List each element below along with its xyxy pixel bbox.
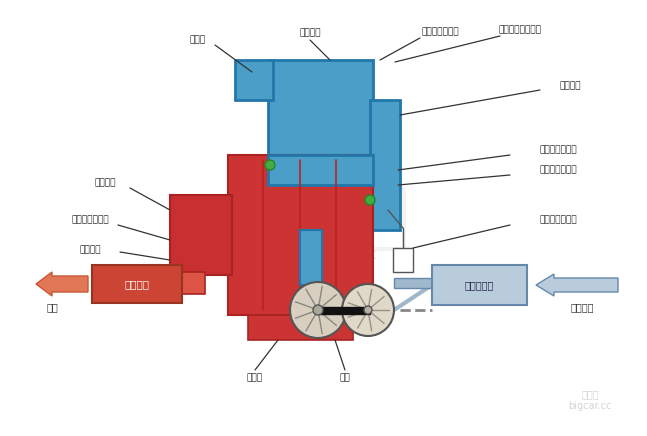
Circle shape [290, 282, 346, 338]
Text: 节流阀体: 节流阀体 [560, 82, 582, 91]
FancyArrow shape [36, 272, 88, 296]
Text: 普通阀: 普通阀 [247, 374, 263, 382]
Text: 三元催化: 三元催化 [124, 279, 149, 289]
Text: 马佳制作: 马佳制作 [236, 184, 410, 252]
Text: 进气歧管: 进气歧管 [300, 28, 321, 37]
Text: 进气压力传感器: 进气压力传感器 [421, 27, 459, 37]
Bar [228, 155, 373, 315]
Circle shape [313, 305, 323, 315]
Bar [432, 265, 527, 305]
Bar [248, 315, 353, 340]
Text: 和进气温度传感器: 和进气温度传感器 [498, 25, 542, 34]
Bar [394, 278, 432, 288]
Bar [110, 272, 205, 294]
Bar [393, 248, 413, 272]
Text: 易车网
bigcar.cc: 易车网 bigcar.cc [568, 389, 611, 411]
Bar [370, 100, 400, 230]
Text: 冷却器: 冷却器 [190, 35, 206, 44]
Bar [170, 195, 232, 275]
Circle shape [365, 195, 375, 205]
Text: 涡轮: 涡轮 [340, 374, 351, 382]
Circle shape [342, 284, 394, 336]
Bar [318, 307, 370, 314]
Text: 增压空气循环阀: 增压空气循环阀 [540, 215, 578, 225]
Text: 排气歧管: 排气歧管 [94, 178, 116, 187]
Text: 压力单元: 压力单元 [79, 245, 101, 255]
Text: 空气滤清器: 空气滤清器 [465, 280, 494, 290]
Bar [235, 60, 273, 100]
Circle shape [265, 160, 275, 170]
Text: 新鲜空气: 新鲜空气 [570, 302, 594, 312]
Circle shape [364, 306, 372, 314]
Bar [268, 60, 373, 165]
Bar [300, 230, 322, 285]
Bar [268, 155, 373, 185]
Text: www.mjube.net: www.mjube.net [269, 248, 377, 262]
Text: 进气温度传感器: 进气温度传感器 [540, 166, 578, 174]
Text: 废气: 废气 [46, 302, 58, 312]
FancyArrow shape [536, 274, 618, 296]
Text: 增压压力限制阀: 增压压力限制阀 [71, 215, 109, 225]
Text: 增压压力传感器: 增压压力传感器 [540, 146, 578, 154]
Bar [92, 265, 182, 303]
